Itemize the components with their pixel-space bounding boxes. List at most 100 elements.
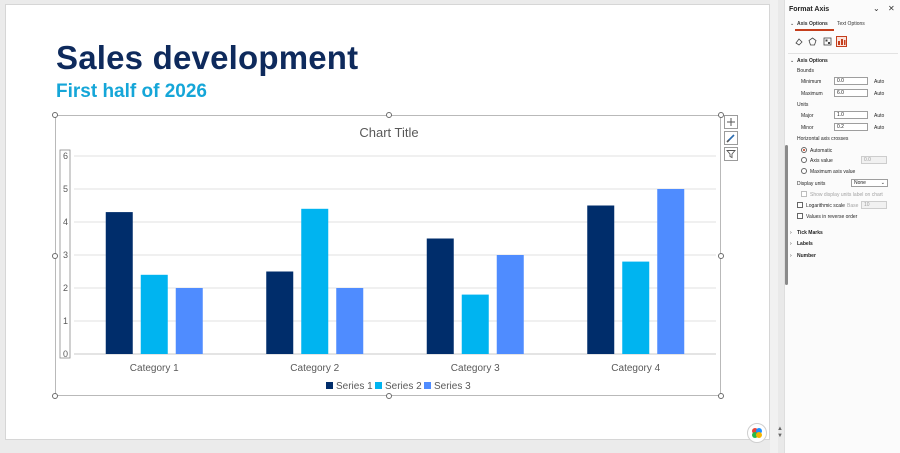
pane-divider bbox=[788, 53, 898, 54]
bar-3-4[interactable] bbox=[657, 189, 685, 354]
tab-axis-options[interactable]: Axis Options bbox=[797, 21, 828, 27]
slide-title[interactable]: Sales development bbox=[56, 39, 359, 76]
pane-scrollbar[interactable] bbox=[785, 145, 788, 285]
minor-auto-button[interactable]: Auto bbox=[874, 125, 885, 131]
resize-handle-bottom-left[interactable] bbox=[52, 393, 58, 399]
reverse-order-label: Values in reverse order bbox=[806, 214, 858, 220]
close-icon[interactable]: ✕ bbox=[888, 4, 895, 13]
filter-icon bbox=[726, 150, 736, 159]
minimum-input[interactable]: 0.0 bbox=[834, 77, 868, 85]
bar-1-3[interactable] bbox=[426, 238, 454, 355]
y-tick-label: 1 bbox=[63, 316, 68, 326]
units-label: Units bbox=[797, 102, 809, 108]
axis-value-label: Axis value bbox=[810, 158, 833, 164]
legend-entry[interactable]: Series 3 bbox=[434, 381, 471, 392]
log-scale-checkbox[interactable] bbox=[797, 202, 803, 208]
slide-scrollbar[interactable] bbox=[770, 0, 778, 453]
copilot-button[interactable] bbox=[747, 423, 767, 443]
bar-3-2[interactable] bbox=[336, 288, 364, 354]
chart-svg[interactable]: Chart Title 0 1 2 3 4 5 6 Category 1 Category 2 Ca… bbox=[56, 116, 722, 397]
slide-nav-arrows[interactable]: ▲ ▼ bbox=[776, 426, 784, 440]
bar-2-3[interactable] bbox=[461, 294, 489, 354]
base-input[interactable]: 10 bbox=[861, 201, 887, 209]
display-units-label: Display units bbox=[797, 181, 826, 187]
chart-styles-button[interactable] bbox=[724, 131, 738, 145]
resize-handle-top-right[interactable] bbox=[718, 112, 724, 118]
chart-elements-button[interactable] bbox=[724, 115, 738, 129]
section-labels[interactable]: Labels bbox=[797, 241, 813, 247]
bar-2-4[interactable] bbox=[622, 261, 650, 354]
bar-2-1[interactable] bbox=[140, 274, 168, 354]
chevron-down-icon: ⌄ bbox=[880, 180, 885, 186]
bar-1-1[interactable] bbox=[105, 212, 133, 354]
display-units-select[interactable]: None ⌄ bbox=[851, 179, 888, 187]
slide-subtitle[interactable]: First half of 2026 bbox=[56, 81, 207, 102]
x-tick-label: Category 1 bbox=[130, 363, 179, 374]
selected-axis-box[interactable] bbox=[59, 149, 71, 359]
bar-2-2[interactable] bbox=[301, 208, 329, 354]
x-tick-label: Category 2 bbox=[290, 363, 339, 374]
previous-slide-icon[interactable]: ▲ bbox=[777, 426, 783, 432]
axis-value-input[interactable]: 0.0 bbox=[861, 156, 887, 164]
bounds-label: Bounds bbox=[797, 68, 814, 74]
radio-axis-value[interactable] bbox=[801, 157, 807, 163]
show-units-label: Show display units label on chart bbox=[810, 192, 883, 198]
next-slide-icon[interactable]: ▼ bbox=[777, 433, 783, 439]
maximum-input[interactable]: 6.0 bbox=[834, 89, 868, 97]
automatic-label: Automatic bbox=[810, 148, 833, 154]
chart-title[interactable]: Chart Title bbox=[359, 125, 418, 140]
resize-handle-top-left[interactable] bbox=[52, 112, 58, 118]
bar-1-2[interactable] bbox=[266, 271, 294, 355]
chart-filters-button[interactable] bbox=[724, 147, 738, 161]
legend-entry[interactable]: Series 2 bbox=[385, 381, 422, 392]
major-auto-button[interactable]: Auto bbox=[874, 113, 885, 119]
y-tick-label: 6 bbox=[63, 151, 68, 161]
chevron-right-icon: › bbox=[790, 241, 792, 247]
show-units-checkbox[interactable] bbox=[801, 191, 807, 197]
reverse-order-checkbox[interactable] bbox=[797, 213, 803, 219]
bar-1-4[interactable] bbox=[587, 205, 615, 355]
major-input[interactable]: 1.0 bbox=[834, 111, 868, 119]
chevron-down-icon: ⌄ bbox=[790, 21, 795, 27]
minimum-label: Minimum bbox=[801, 79, 822, 85]
radio-maximum-axis-value[interactable] bbox=[801, 168, 807, 174]
radio-automatic[interactable] bbox=[801, 147, 807, 153]
resize-handle-bottom-right[interactable] bbox=[718, 393, 724, 399]
minor-input[interactable]: 0.2 bbox=[834, 123, 868, 131]
y-tick-label: 2 bbox=[63, 283, 68, 293]
active-tab-indicator bbox=[795, 29, 834, 31]
axis-options-icon[interactable] bbox=[836, 36, 847, 47]
y-tick-label: 4 bbox=[63, 217, 68, 227]
x-tick-label: Category 4 bbox=[611, 363, 660, 374]
effects-icon[interactable] bbox=[807, 36, 818, 47]
plus-icon bbox=[727, 118, 735, 126]
chevron-down-icon: ⌄ bbox=[790, 58, 795, 64]
bar-3-1[interactable] bbox=[175, 288, 203, 354]
size-properties-icon[interactable] bbox=[822, 36, 833, 47]
chevron-down-icon[interactable]: ⌄ bbox=[873, 4, 880, 13]
section-tick-marks[interactable]: Tick Marks bbox=[797, 230, 823, 236]
resize-handle-right[interactable] bbox=[718, 253, 724, 259]
resize-handle-bottom[interactable] bbox=[386, 393, 392, 399]
minimum-auto-button[interactable]: Auto bbox=[874, 79, 885, 85]
maximum-label: Maximum bbox=[801, 91, 823, 97]
legend-entry[interactable]: Series 1 bbox=[336, 381, 373, 392]
legend-swatch bbox=[326, 382, 333, 389]
tab-text-options-label: Text Options bbox=[837, 21, 865, 27]
copilot-icon bbox=[752, 428, 762, 438]
slide-canvas[interactable]: Sales development First half of 2026 Cha… bbox=[5, 4, 770, 440]
maximum-auto-button[interactable]: Auto bbox=[874, 91, 885, 97]
chevron-right-icon: › bbox=[790, 230, 792, 236]
axis-crosses-label: Horizontal axis crosses bbox=[797, 136, 849, 142]
fill-line-icon[interactable] bbox=[793, 36, 804, 47]
tab-text-options[interactable]: Text Options bbox=[837, 21, 865, 27]
brush-icon bbox=[726, 134, 735, 143]
resize-handle-left[interactable] bbox=[52, 253, 58, 259]
chart-object[interactable]: Chart Title 0 1 2 3 4 5 6 Category 1 Category 2 Ca… bbox=[52, 112, 724, 399]
resize-handle-top[interactable] bbox=[386, 112, 392, 118]
section-number[interactable]: Number bbox=[797, 253, 816, 259]
bar-3-3[interactable] bbox=[496, 255, 524, 354]
log-scale-label: Logarithmic scale bbox=[806, 203, 845, 209]
section-axis-options[interactable]: Axis Options bbox=[797, 58, 828, 64]
